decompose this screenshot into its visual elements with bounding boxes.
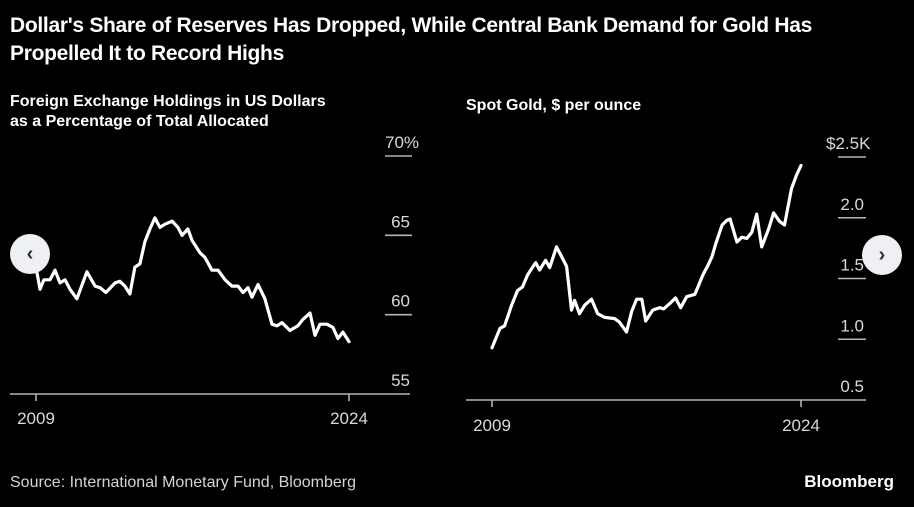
gold-y-tick-label: 0.5 xyxy=(840,377,864,396)
usd-y-tick-label: 65 xyxy=(391,212,410,231)
previous-chart-button[interactable]: ‹ xyxy=(10,234,50,274)
gold-y-tick-label: 2.0 xyxy=(840,195,864,214)
left-chart-title: Foreign Exchange Holdings in US Dollars … xyxy=(10,92,326,132)
left-chart-title-line-1: Foreign Exchange Holdings in US Dollars xyxy=(10,93,326,110)
chevron-right-icon: › xyxy=(878,244,886,266)
gold-price-chart: 0.5 1.0 1.5 2.0 $2.5K 2009 2024 xyxy=(466,134,871,435)
chevron-left-icon: ‹ xyxy=(26,243,34,265)
gold-y-tick-label: $2.5K xyxy=(826,134,871,153)
left-chart-title-line-2: as a Percentage of Total Allocated xyxy=(10,113,269,130)
page-title: Dollar's Share of Reserves Has Dropped, … xyxy=(10,14,812,65)
gold-x-tick-label: 2009 xyxy=(473,416,511,435)
source-note: Source: International Monetary Fund, Blo… xyxy=(10,474,356,491)
usd-x-tick-label: 2009 xyxy=(17,409,55,428)
gold-y-tick-label: 1.0 xyxy=(840,316,864,335)
usd-y-tick-label: 60 xyxy=(391,292,410,311)
bloomberg-logo: Bloomberg xyxy=(804,472,894,491)
usd-reserves-chart: 55 60 65 70% 2009 2024 xyxy=(10,133,419,428)
usd-series-line xyxy=(34,216,351,344)
next-chart-button[interactable]: › xyxy=(862,235,902,275)
usd-x-tick-label: 2024 xyxy=(330,409,368,428)
gold-x-tick-label: 2024 xyxy=(782,416,820,435)
right-chart-title: Spot Gold, $ per ounce xyxy=(466,97,642,114)
usd-y-tick-label: 55 xyxy=(391,371,410,390)
gold-y-tick-label: 1.5 xyxy=(840,256,864,275)
usd-y-tick-label: 70% xyxy=(385,133,419,152)
gold-series-line xyxy=(490,163,803,350)
